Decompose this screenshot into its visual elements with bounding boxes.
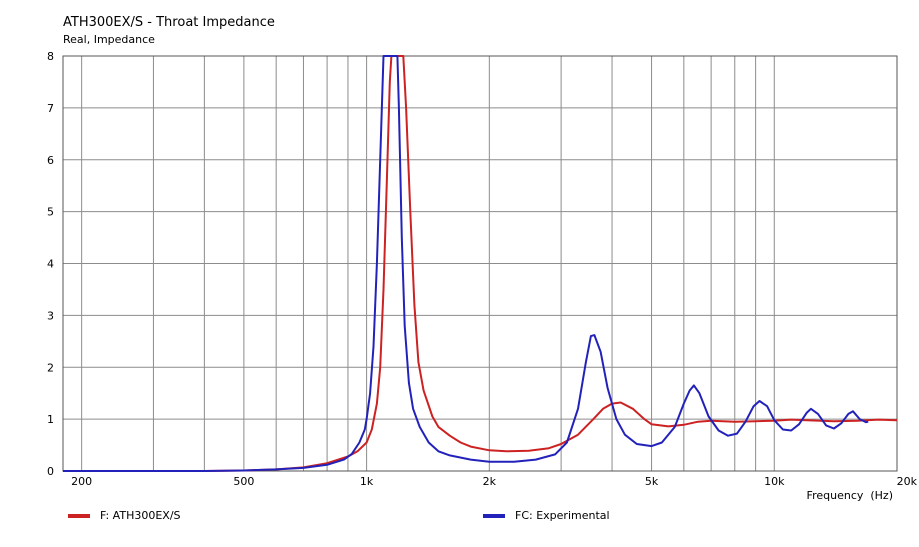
legend-label: FC: Experimental xyxy=(515,509,610,522)
y-tick-label: 4 xyxy=(47,258,54,271)
legend-swatch xyxy=(68,514,90,518)
legend-label: F: ATH300EX/S xyxy=(100,509,181,522)
x-tick-label: 200 xyxy=(71,475,92,488)
grid xyxy=(63,55,897,472)
y-tick-label: 5 xyxy=(47,206,54,219)
chart-subtitle: Real, Impedance xyxy=(63,33,155,46)
x-axis: 200 500 1k 2k 5k 10k 20k xyxy=(71,475,917,488)
series-line-2 xyxy=(63,55,869,472)
x-tick-label: 5k xyxy=(645,475,659,488)
y-tick-label: 6 xyxy=(47,154,54,167)
x-axis-label: Frequency (Hz) xyxy=(807,489,893,502)
y-tick-label: 2 xyxy=(47,361,54,374)
plot-area-frame xyxy=(62,55,898,472)
chart-title: ATH300EX/S - Throat Impedance xyxy=(63,15,275,30)
x-tick-label: 2k xyxy=(483,475,497,488)
legend: F: ATH300EX/S FC: Experimental xyxy=(68,509,610,522)
y-tick-label: 8 xyxy=(47,50,54,63)
legend-swatch xyxy=(483,514,505,518)
y-tick-label: 3 xyxy=(47,309,54,322)
x-tick-label: 500 xyxy=(233,475,254,488)
x-tick-label: 20k xyxy=(897,475,918,488)
series-line-1 xyxy=(63,55,898,472)
series-layer xyxy=(63,55,898,472)
x-tick-label: 10k xyxy=(764,475,785,488)
x-tick-label: 1k xyxy=(360,475,374,488)
y-tick-label: 1 xyxy=(47,413,54,426)
y-tick-label: 7 xyxy=(47,102,54,115)
y-tick-label: 0 xyxy=(47,465,54,478)
y-axis: 0 1 2 3 4 5 6 7 8 xyxy=(47,50,54,478)
